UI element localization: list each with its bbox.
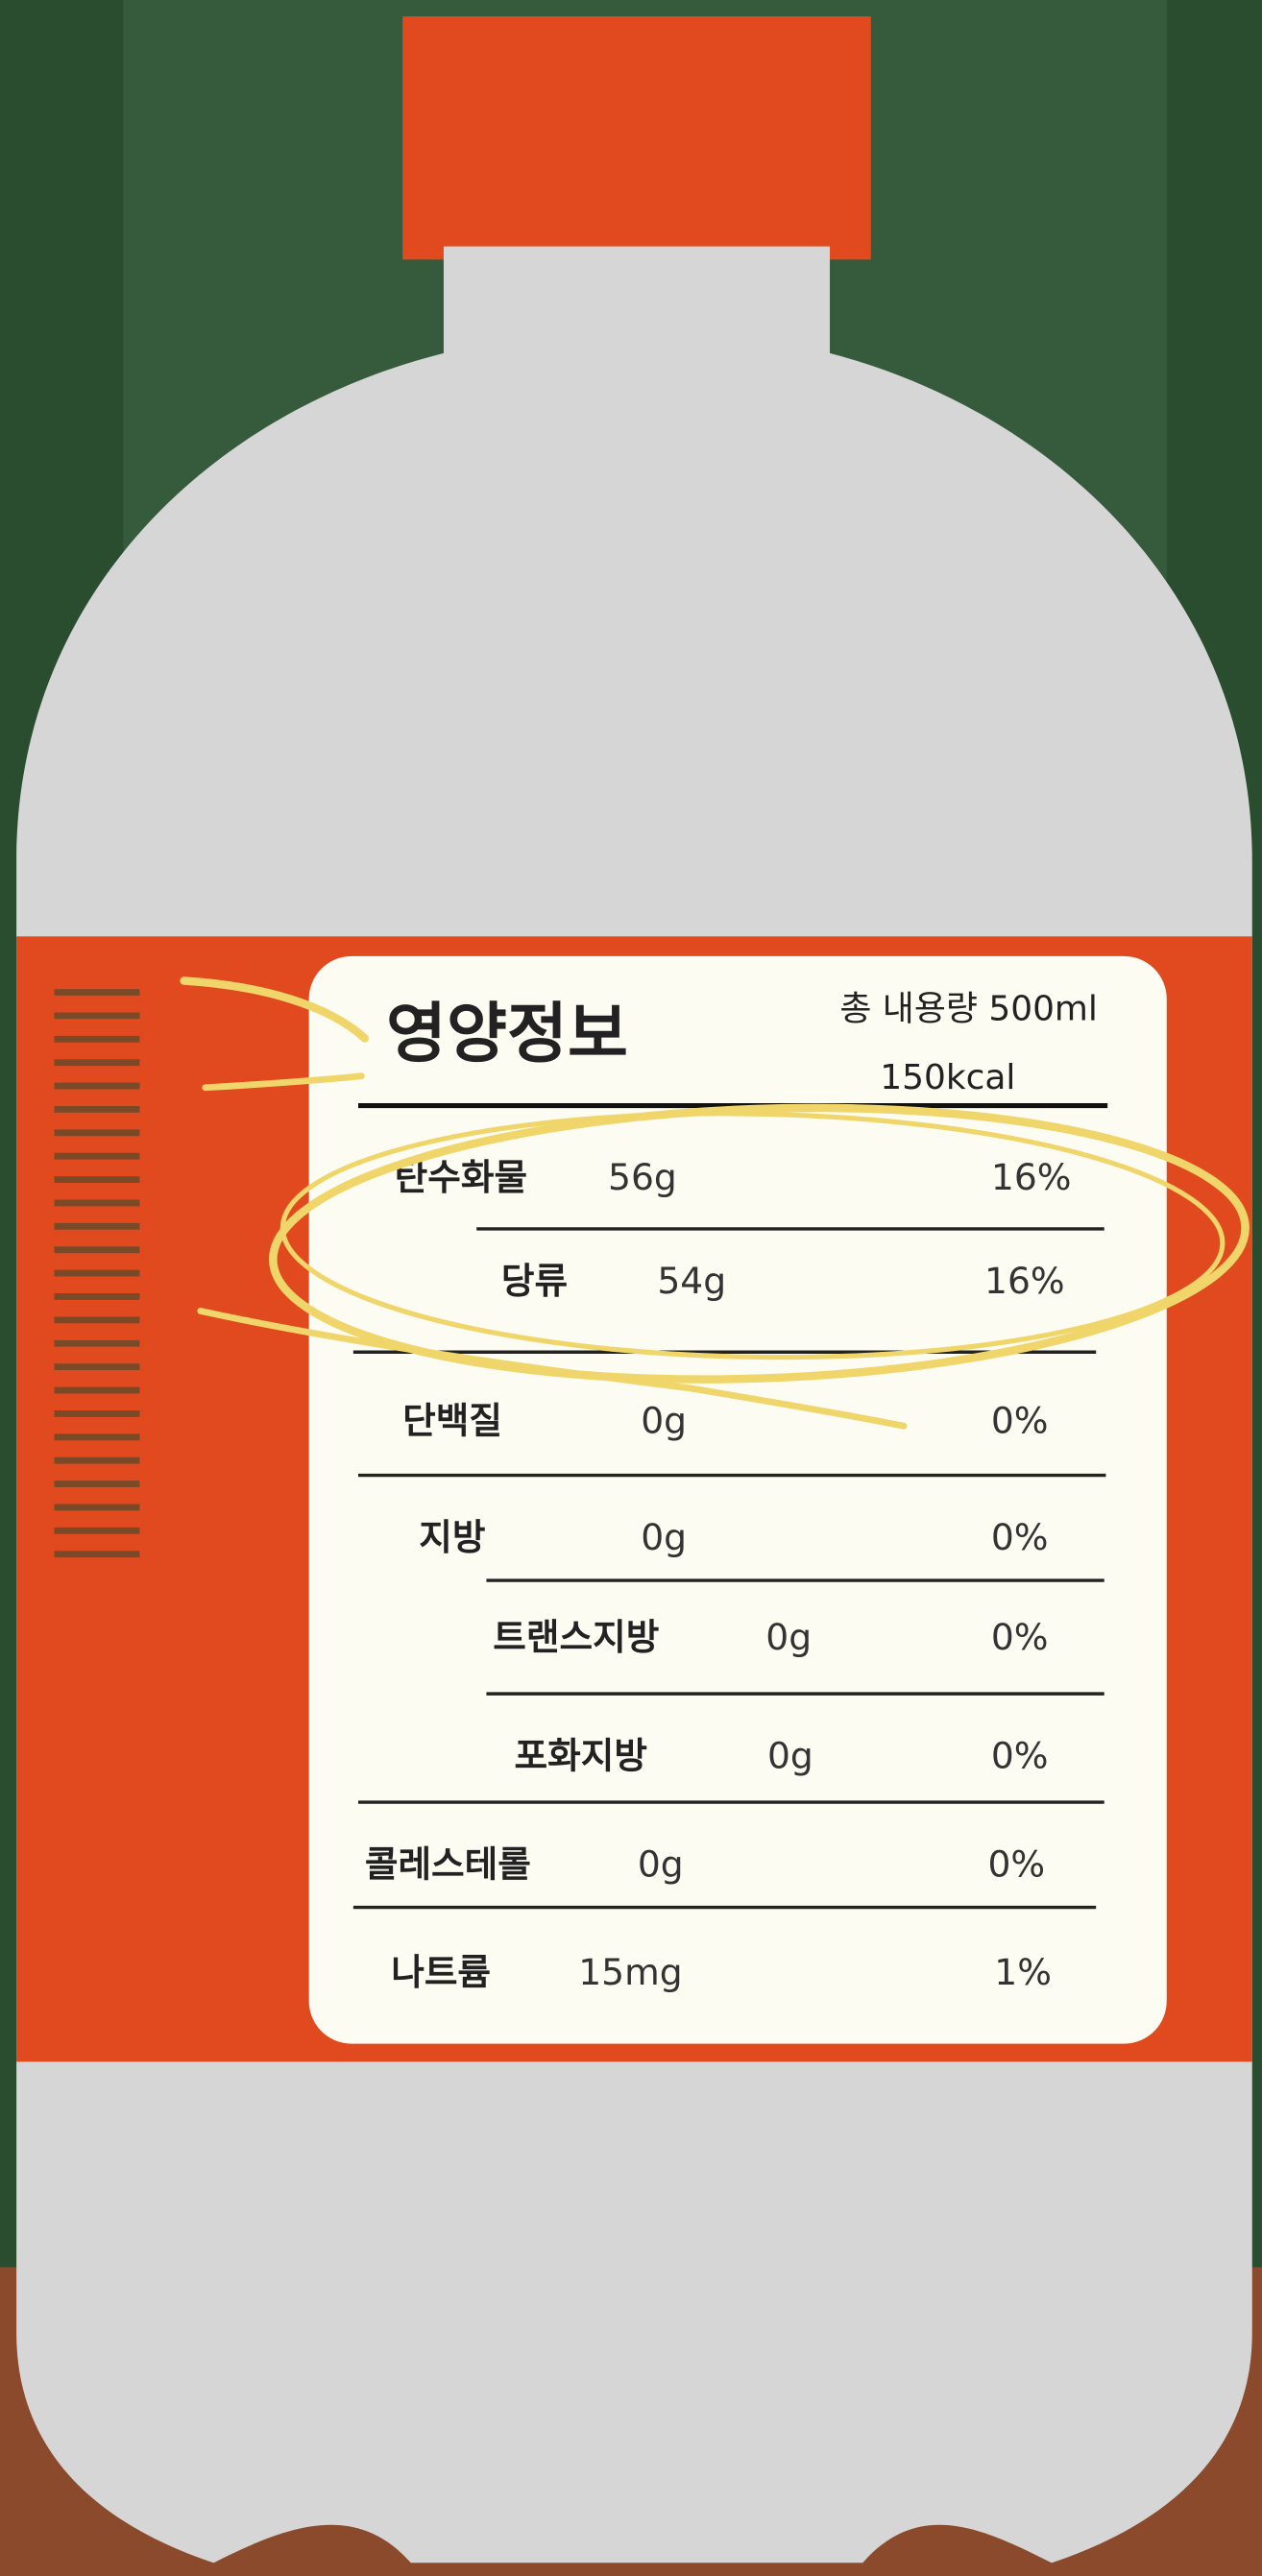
nutrient-percent: 0%: [991, 1734, 1049, 1776]
nutrient-amount: 54g: [657, 1260, 726, 1302]
nutrient-percent: 0%: [991, 1516, 1049, 1558]
nutrient-percent: 16%: [991, 1156, 1072, 1198]
bottle-cap: [402, 16, 871, 259]
bottle-illustration: 영양정보 총 내용량 500ml 150kcal 탄수화물56g16%당류54g…: [0, 0, 1262, 2576]
nutrient-percent: 1%: [994, 1951, 1052, 1993]
nutrient-amount: 56g: [608, 1156, 677, 1198]
total-volume: 총 내용량 500ml: [839, 989, 1098, 1028]
nutrient-name: 단백질: [402, 1399, 502, 1441]
nutrient-percent: 0%: [991, 1616, 1049, 1658]
nutrient-name: 지방: [419, 1516, 485, 1558]
nutrient-name: 포화지방: [515, 1734, 647, 1776]
calories: 150kcal: [880, 1058, 1015, 1097]
nutrient-amount: 15mg: [578, 1951, 682, 1993]
nutrient-name: 콜레스테롤: [365, 1842, 531, 1885]
nutrient-amount: 0g: [641, 1399, 687, 1441]
label-title: 영양정보: [386, 996, 628, 1072]
nutrient-amount: 0g: [765, 1616, 812, 1658]
nutrient-percent: 0%: [987, 1842, 1045, 1885]
nutrient-amount: 0g: [767, 1734, 813, 1776]
page: 영양정보 총 내용량 500ml 150kcal 탄수화물56g16%당류54g…: [0, 0, 1262, 2576]
nutrient-name: 나트륨: [391, 1951, 491, 1993]
nutrient-percent: 16%: [984, 1260, 1065, 1302]
nutrient-amount: 0g: [641, 1516, 687, 1558]
nutrient-amount: 0g: [638, 1842, 684, 1885]
nutrient-name: 당류: [501, 1260, 568, 1302]
nutrient-name: 트랜스지방: [493, 1616, 659, 1658]
nutrient-percent: 0%: [991, 1399, 1049, 1441]
